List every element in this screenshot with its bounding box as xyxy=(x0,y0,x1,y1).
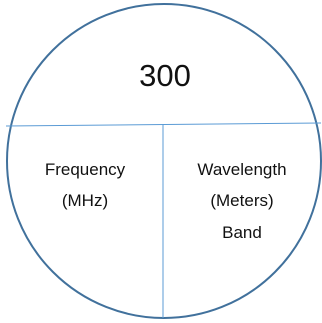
right-cell: Wavelength (Meters) Band xyxy=(197,160,286,242)
left-cell-line-2: (MHz) xyxy=(62,191,108,210)
left-cell: Frequency (MHz) xyxy=(45,160,126,210)
outer-circle xyxy=(6,3,322,319)
top-value: 300 xyxy=(139,58,191,93)
right-cell-line-3: Band xyxy=(222,223,262,242)
right-cell-line-2: (Meters) xyxy=(210,191,273,210)
right-cell-line-1: Wavelength xyxy=(197,160,286,179)
left-cell-line-1: Frequency xyxy=(45,160,126,179)
